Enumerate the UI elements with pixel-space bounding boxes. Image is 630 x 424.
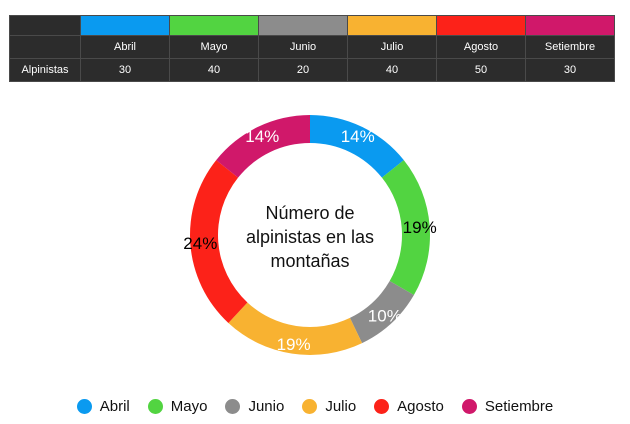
donut-slice[interactable] [216,115,310,178]
header-cell: Setiembre [525,35,615,59]
legend-label: Setiembre [484,398,554,415]
value-cell: 30 [525,58,615,82]
value-cell: 30 [80,58,170,82]
color-swatch-cell [80,15,170,36]
value-cell: 20 [258,58,348,82]
header-cell: Agosto [436,35,526,59]
data-table: Abril Mayo Junio Julio Agosto Setiembre Alpin… [9,15,615,82]
corner-cell [9,35,81,59]
legend-label: Junio [248,398,285,415]
color-swatch-cell [258,15,348,36]
chart-title: Número de [265,203,354,223]
percent-label: 14% [341,127,375,146]
legend-swatch [302,399,318,414]
chart-title: alpinistas en las [246,227,374,247]
value-cell: 40 [169,58,259,82]
legend-item[interactable]: Junio [225,398,284,415]
legend-item[interactable]: Agosto [374,398,444,415]
legend-item[interactable]: Abril [76,398,130,415]
legend-swatch [374,399,390,414]
legend-label: Abril [99,398,130,415]
legend-item[interactable]: Mayo [147,398,208,415]
donut-slice[interactable] [228,302,363,355]
percent-label: 10% [368,307,402,326]
percent-label: 19% [277,335,311,354]
percent-label: 19% [403,218,437,237]
header-cell: Mayo [169,35,259,59]
color-swatch-cell [347,15,437,36]
legend-swatch [76,399,92,414]
percent-label: 24% [183,234,217,253]
color-swatch-cell [525,15,615,36]
legend-swatch [147,399,163,414]
corner-cell [9,15,81,36]
donut-chart: 14% 19% 10% 19% 24% 14% Número de alpinistas en… [183,115,437,355]
color-swatch-cell [169,15,259,36]
value-cell: 50 [436,58,526,82]
percent-label: 14% [245,127,279,146]
value-cell: 40 [347,58,437,82]
chart-title: montañas [270,251,349,271]
header-cell: Julio [347,35,437,59]
header-cell: Abril [80,35,170,59]
header-cell: Junio [258,35,348,59]
legend: Abril Mayo Junio Julio Agosto Setiembre [0,398,630,415]
donut-slice[interactable] [381,160,430,295]
legend-item[interactable]: Setiembre [461,398,554,415]
legend-swatch [461,399,477,414]
donut-slice[interactable] [310,115,404,178]
donut-slice[interactable] [190,160,248,323]
legend-item[interactable]: Julio [302,398,356,415]
legend-swatch [225,399,241,414]
legend-label: Agosto [397,398,444,415]
legend-label: Mayo [170,398,208,415]
color-swatch-cell [436,15,526,36]
legend-label: Julio [325,398,357,415]
donut-slice[interactable] [349,281,414,344]
row-label: Alpinistas [9,58,81,82]
